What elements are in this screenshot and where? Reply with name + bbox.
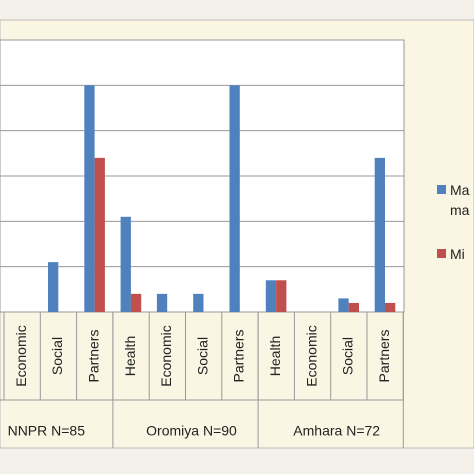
x-tick-label: Economic [303,325,319,386]
x-tick-label: Economic [158,325,174,386]
bar [276,280,287,312]
x-tick-label: Health [122,336,138,376]
bar [348,302,359,312]
x-tick-label: Health [267,336,283,376]
legend-label: Mi [450,246,465,262]
bar [120,216,131,312]
x-tick-label: Social [194,337,210,375]
x-tick-label: Partners [85,330,101,383]
bar [156,293,168,312]
x-tick-label: Social [49,337,65,375]
bar [48,262,59,312]
x-tick-label: Social [340,337,356,375]
legend-swatch [437,249,446,258]
bar [385,302,396,312]
bar [229,85,240,312]
x-tick-label: Partners [231,330,247,383]
group-label: Amhara N=72 [293,423,380,439]
legend-swatch [437,185,446,194]
bar [130,293,142,312]
legend-label: Ma ma [450,182,470,218]
x-tick-label: Economic [13,325,29,386]
bar [84,85,95,312]
group-label: NNPR N=85 [8,423,86,439]
bar [94,157,105,312]
bar [374,157,385,312]
bar [338,298,349,312]
bar [193,293,204,312]
x-tick-label: Partners [376,330,392,383]
bar [265,280,277,312]
group-label: Oromiya N=90 [146,423,237,439]
